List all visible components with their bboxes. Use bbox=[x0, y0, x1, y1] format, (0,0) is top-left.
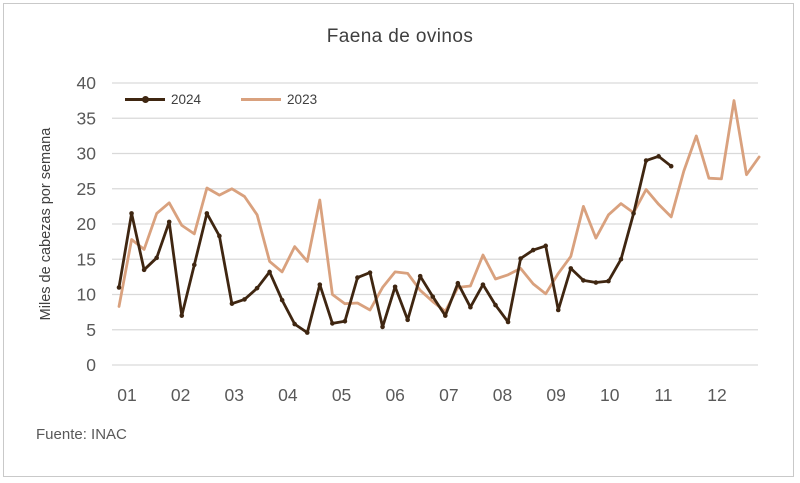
marker-point-2024 bbox=[518, 256, 523, 261]
marker-point-2024 bbox=[229, 301, 235, 306]
marker-point-2024 bbox=[317, 282, 323, 287]
legend-label-2023: 2023 bbox=[287, 92, 318, 107]
marker-point-2024 bbox=[555, 307, 561, 313]
marker-point-2024 bbox=[443, 313, 448, 318]
marker-point-2024 bbox=[668, 163, 674, 169]
source-note: Fuente: INAC bbox=[36, 426, 127, 443]
legend: 2024 2023 bbox=[125, 92, 317, 107]
legend-item-2023: 2023 bbox=[241, 92, 317, 107]
y-tick-label: 15 bbox=[77, 249, 96, 269]
marker-point-2024 bbox=[192, 262, 197, 268]
y-tick-label: 0 bbox=[86, 355, 96, 375]
x-tick-label: 11 bbox=[654, 385, 672, 405]
series-line-2023 bbox=[117, 99, 761, 313]
marker-point-2024 bbox=[342, 318, 348, 324]
x-tick-label: 05 bbox=[332, 385, 351, 405]
marker-point-2024 bbox=[217, 233, 222, 239]
x-tick-label: 02 bbox=[171, 385, 190, 405]
marker-point-2024 bbox=[656, 154, 661, 159]
marker-point-2024 bbox=[367, 270, 373, 275]
marker-point-2024 bbox=[204, 211, 210, 216]
marker-point-2024 bbox=[455, 280, 461, 286]
marker-point-2024 bbox=[242, 297, 247, 302]
marker-point-2024 bbox=[505, 319, 511, 325]
marker-point-2024 bbox=[480, 282, 486, 287]
chart-title: Faena de ovinos bbox=[326, 26, 474, 47]
x-tick-label: 12 bbox=[707, 385, 726, 405]
y-tick-label: 30 bbox=[77, 144, 97, 164]
x-tick-label: 04 bbox=[278, 385, 298, 405]
marker-point-2024 bbox=[530, 247, 536, 253]
marker-point-2024 bbox=[581, 278, 586, 283]
marker-point-2024 bbox=[631, 211, 636, 216]
marker-point-2024 bbox=[330, 321, 335, 326]
marker-point-2024 bbox=[355, 275, 360, 280]
marker-point-2024 bbox=[254, 285, 260, 291]
marker-point-2024 bbox=[593, 280, 599, 285]
marker-point-2024 bbox=[304, 330, 310, 335]
y-tick-label: 10 bbox=[77, 285, 97, 305]
marker-point-2024 bbox=[267, 269, 272, 275]
marker-point-2024 bbox=[179, 313, 185, 318]
marker-point-2024 bbox=[643, 158, 649, 163]
y-tick-label: 35 bbox=[77, 108, 96, 128]
marker-point-2024 bbox=[141, 267, 147, 273]
marker-point-2024 bbox=[417, 273, 423, 279]
x-tick-label: 08 bbox=[493, 385, 512, 405]
y-tick-label: 5 bbox=[86, 320, 96, 340]
y-tick-label: 25 bbox=[77, 179, 96, 199]
x-tick-label: 01 bbox=[117, 385, 136, 405]
marker-point-2024 bbox=[405, 317, 410, 323]
marker-point-2024 bbox=[543, 243, 548, 249]
marker-point-2024 bbox=[568, 266, 574, 271]
marker-point-2024 bbox=[154, 255, 159, 261]
x-tick-label: 10 bbox=[600, 385, 620, 405]
marker-point-2024 bbox=[392, 284, 398, 290]
marker-point-2024 bbox=[468, 304, 473, 310]
chart-frame bbox=[3, 3, 794, 477]
marker-point-2024 bbox=[618, 256, 624, 262]
x-tick-label: 03 bbox=[225, 385, 244, 405]
legend-line-2023-icon bbox=[241, 98, 282, 101]
y-tick-label: 20 bbox=[77, 214, 97, 234]
legend-label-2024: 2024 bbox=[171, 92, 202, 107]
marker-point-2024 bbox=[493, 302, 498, 308]
marker-point-2024 bbox=[292, 321, 298, 327]
series-line-2024 bbox=[117, 154, 673, 335]
y-tick-label: 40 bbox=[77, 73, 97, 93]
legend-line-2024-icon bbox=[125, 96, 165, 103]
x-tick-label: 07 bbox=[439, 385, 458, 405]
marker-point-2024 bbox=[279, 297, 285, 303]
marker-point-2024 bbox=[606, 278, 611, 284]
marker-point-2024 bbox=[430, 294, 436, 299]
legend-item-2024: 2024 bbox=[125, 92, 201, 107]
x-tick-label: 06 bbox=[385, 385, 404, 405]
marker-point-2024 bbox=[166, 219, 172, 225]
legend-marker-2024-icon bbox=[142, 96, 149, 103]
marker-point-2024 bbox=[129, 211, 134, 216]
marker-point-2024 bbox=[116, 285, 122, 290]
marker-point-2024 bbox=[380, 324, 385, 330]
x-tick-label: 09 bbox=[546, 385, 565, 405]
